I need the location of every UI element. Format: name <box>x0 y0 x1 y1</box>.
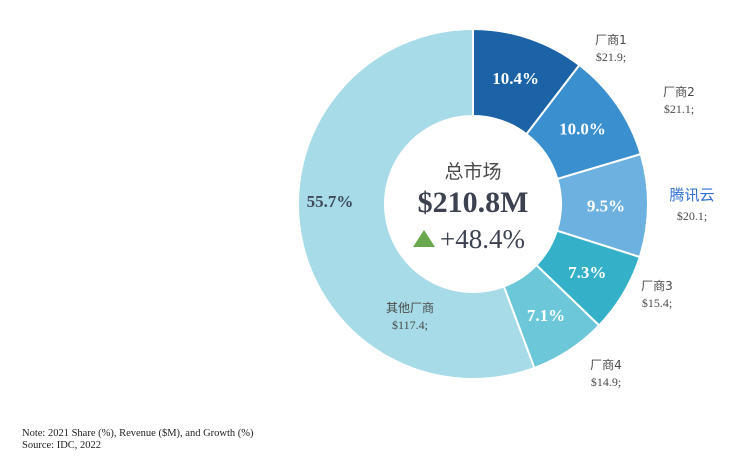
vendor-name-0: 厂商1 <box>595 32 627 47</box>
share-labels: 10.4% 10.0% 9.5% 7.3% 7.1% 55.7% <box>307 69 625 325</box>
center-title: 总市场 <box>444 161 501 183</box>
vendor-name-2: 腾讯云 <box>669 186 714 204</box>
share-label-4: 7.1% <box>527 306 565 325</box>
share-label-2: 9.5% <box>587 196 625 215</box>
center-total: $210.8M <box>418 186 529 219</box>
center-summary: 总市场 $210.8M +48.4% <box>413 161 528 254</box>
vendor-name-4: 厂商4 <box>590 357 622 372</box>
share-label-5: 55.7% <box>307 192 354 211</box>
footnote: Note: 2021 Share (%), Revenue ($M), and … <box>22 428 254 452</box>
vendor-revenue-4: $14.9; <box>591 375 621 389</box>
vendor-revenue-1: $21.1; <box>664 102 694 116</box>
donut-slices <box>297 27 649 380</box>
note-line: Note: 2021 Share (%), Revenue ($M), and … <box>22 428 254 439</box>
vendor-revenue-5: $117.4; <box>392 318 428 332</box>
share-label-0: 10.4% <box>492 69 539 88</box>
vendor-revenue-0: $21.9; <box>596 50 626 64</box>
center-growth: +48.4% <box>440 224 525 254</box>
source-line: Source: IDC, 2022 <box>22 440 102 451</box>
vendor-revenue-2: $20.1; <box>677 209 707 223</box>
growth-up-arrow-icon <box>413 230 435 247</box>
vendor-name-1: 厂商2 <box>663 84 695 99</box>
vendor-name-5: 其他厂商 <box>386 300 434 315</box>
share-label-3: 7.3% <box>568 263 606 282</box>
vendor-labels: 厂商1 $21.9; 厂商2 $21.1; 腾讯云 $20.1; 厂商3 $15.4; 厂商4 $… <box>386 32 715 389</box>
donut-slice-5 <box>297 27 536 380</box>
vendor-revenue-3: $15.4; <box>642 296 672 310</box>
share-label-1: 10.0% <box>559 120 606 139</box>
vendor-name-3: 厂商3 <box>641 278 673 293</box>
